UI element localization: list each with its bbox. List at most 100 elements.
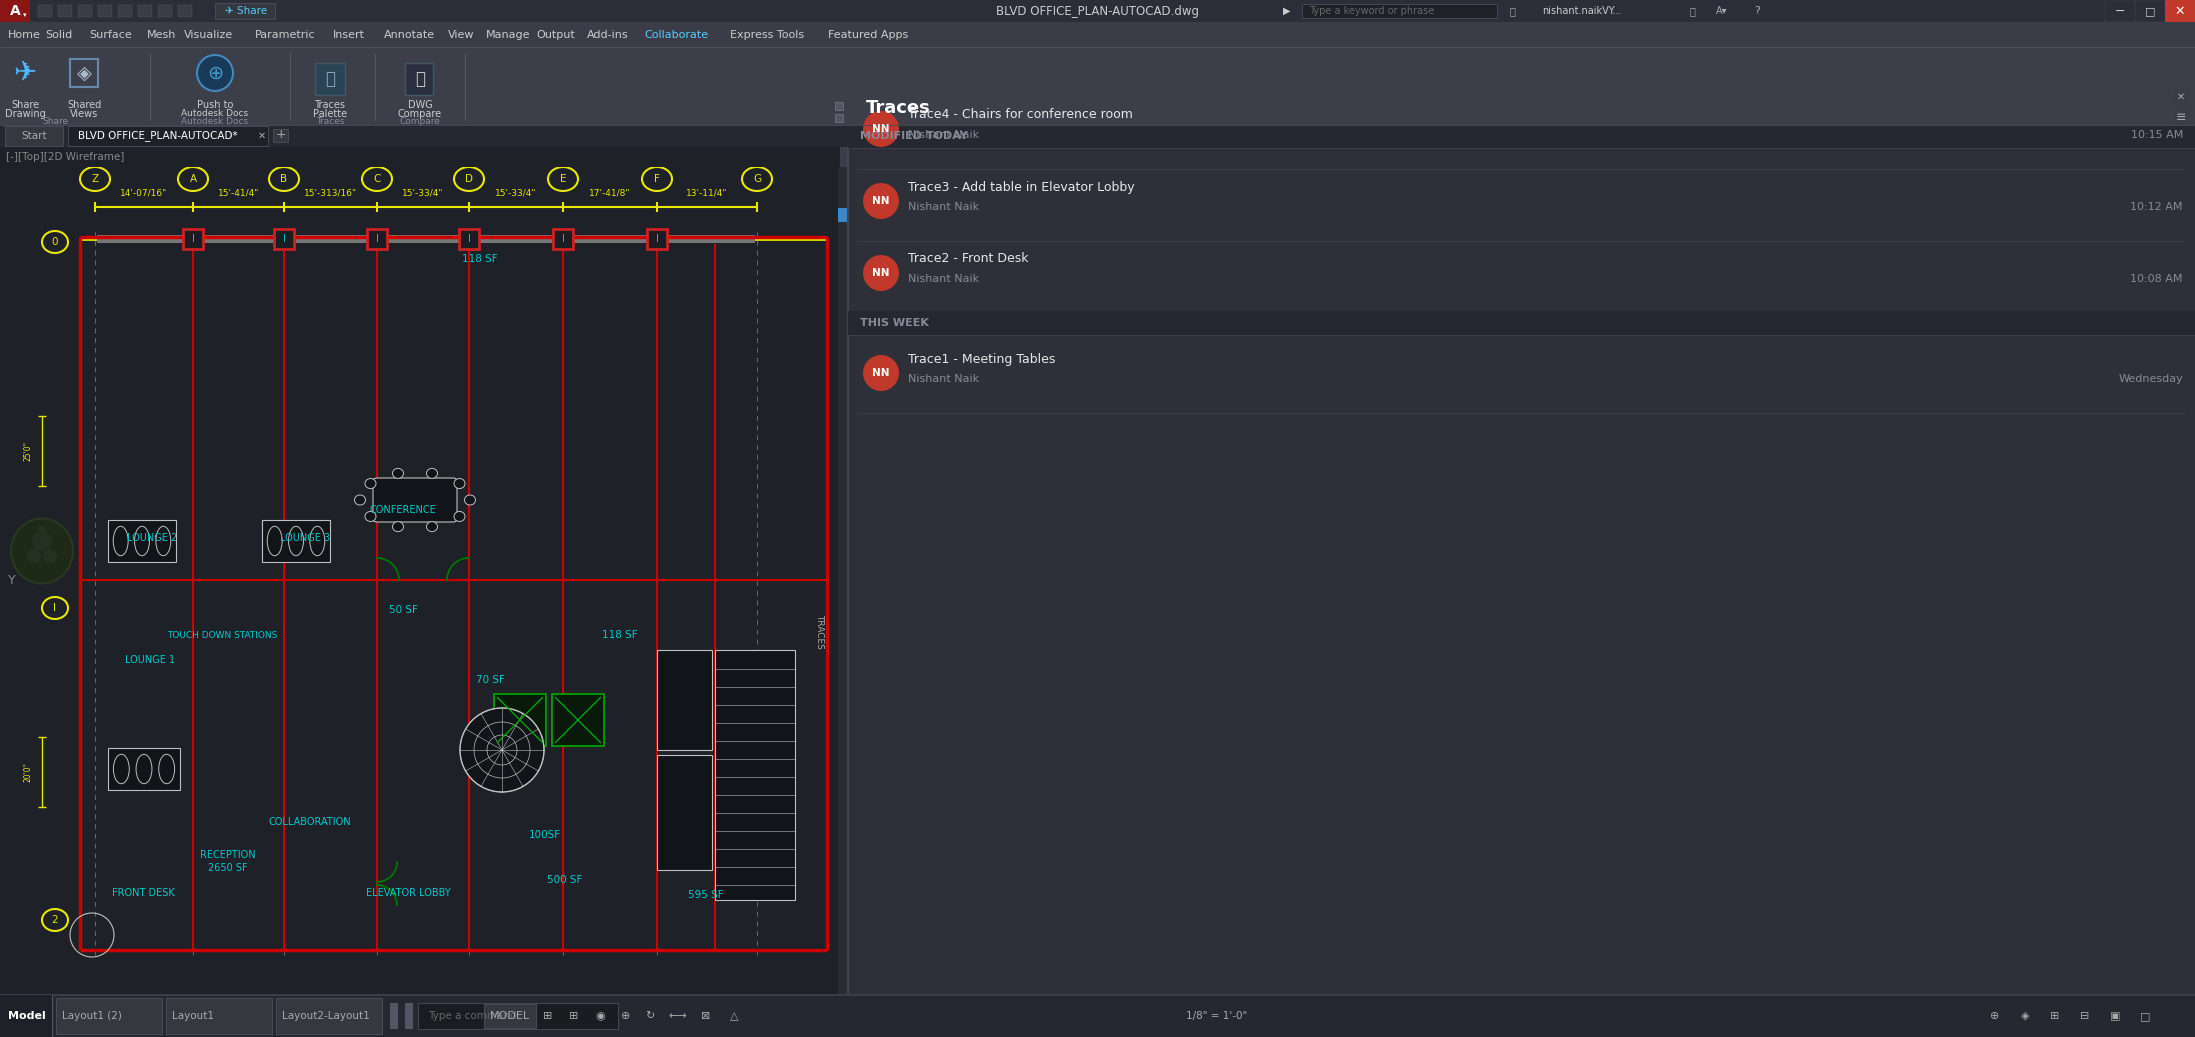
Text: ⊕: ⊕	[1991, 1011, 2000, 1021]
Ellipse shape	[42, 597, 68, 619]
Text: ✕: ✕	[2175, 4, 2186, 18]
Text: 15'-33/4": 15'-33/4"	[496, 188, 538, 197]
Text: ▣: ▣	[2109, 1011, 2120, 1021]
Text: Z: Z	[92, 174, 99, 184]
Text: Insert: Insert	[334, 30, 364, 40]
Text: Type a keyword or phrase: Type a keyword or phrase	[1308, 6, 1433, 16]
Text: E: E	[560, 174, 566, 184]
Text: Y: Y	[9, 574, 15, 588]
Text: ✈: ✈	[13, 59, 37, 87]
Polygon shape	[494, 694, 547, 746]
Text: ✕: ✕	[2177, 92, 2184, 102]
Ellipse shape	[454, 167, 485, 191]
FancyBboxPatch shape	[373, 478, 457, 522]
Text: 118 SF: 118 SF	[601, 630, 639, 640]
Text: CONFERENCE: CONFERENCE	[369, 505, 437, 515]
Circle shape	[863, 111, 900, 147]
Polygon shape	[0, 0, 31, 22]
Text: Trace1 - Meeting Tables: Trace1 - Meeting Tables	[909, 353, 1056, 365]
Text: 2: 2	[53, 915, 59, 925]
Ellipse shape	[288, 527, 303, 556]
Text: BLVD OFFICE_PLAN-AUTOCAD*: BLVD OFFICE_PLAN-AUTOCAD*	[79, 131, 237, 141]
Text: NN: NN	[871, 196, 889, 206]
Text: Output: Output	[536, 30, 575, 40]
Text: ▶: ▶	[1284, 6, 1291, 16]
Text: Annotate: Annotate	[384, 30, 435, 40]
Text: Shared: Shared	[66, 100, 101, 110]
Text: ✈ Share: ✈ Share	[224, 6, 268, 16]
Polygon shape	[99, 5, 112, 17]
Polygon shape	[551, 694, 604, 746]
Text: 1/8" = 1'-0": 1/8" = 1'-0"	[1185, 1011, 1247, 1021]
Ellipse shape	[742, 167, 773, 191]
Text: LOUNGE 3: LOUNGE 3	[281, 533, 329, 543]
Text: 25'0": 25'0"	[24, 441, 33, 461]
Polygon shape	[564, 235, 654, 243]
Ellipse shape	[426, 522, 437, 532]
Text: 595 SF: 595 SF	[689, 890, 724, 900]
Text: Drawing: Drawing	[4, 109, 46, 119]
Polygon shape	[182, 229, 202, 249]
Polygon shape	[648, 229, 667, 249]
Ellipse shape	[364, 478, 375, 488]
Text: ⊞: ⊞	[569, 1011, 579, 1021]
Text: Featured Apps: Featured Apps	[828, 30, 909, 40]
Polygon shape	[195, 235, 281, 243]
Polygon shape	[119, 5, 132, 17]
Ellipse shape	[156, 527, 171, 556]
Text: NN: NN	[871, 368, 889, 379]
Ellipse shape	[44, 549, 57, 563]
Text: [-][Top][2D Wireframe]: [-][Top][2D Wireframe]	[7, 152, 125, 162]
Polygon shape	[79, 5, 92, 17]
Text: 17'-41/8": 17'-41/8"	[588, 188, 630, 197]
Text: Solid: Solid	[46, 30, 72, 40]
Polygon shape	[0, 125, 2195, 147]
Polygon shape	[0, 994, 53, 1037]
Polygon shape	[178, 5, 191, 17]
Text: Visualize: Visualize	[184, 30, 233, 40]
Text: 13'-11/4": 13'-11/4"	[687, 188, 729, 197]
Polygon shape	[261, 520, 329, 562]
Text: I: I	[53, 602, 57, 613]
Ellipse shape	[178, 167, 209, 191]
Circle shape	[863, 255, 900, 291]
Polygon shape	[272, 129, 288, 142]
Text: 0: 0	[53, 237, 59, 247]
Text: 100SF: 100SF	[529, 830, 562, 840]
Polygon shape	[1302, 4, 1497, 18]
Polygon shape	[274, 229, 294, 249]
Text: ⊞: ⊞	[2050, 1011, 2059, 1021]
Text: View: View	[448, 30, 474, 40]
Ellipse shape	[549, 167, 577, 191]
Polygon shape	[459, 229, 479, 249]
Text: 118 SF: 118 SF	[463, 254, 498, 264]
Ellipse shape	[114, 527, 127, 556]
Ellipse shape	[79, 167, 110, 191]
Text: Nishant Naik: Nishant Naik	[909, 130, 979, 140]
Text: 🛒: 🛒	[1690, 6, 1695, 16]
Polygon shape	[406, 1003, 413, 1029]
Text: G: G	[753, 174, 762, 184]
Polygon shape	[417, 1003, 619, 1029]
Circle shape	[198, 55, 233, 91]
Polygon shape	[834, 114, 843, 122]
Polygon shape	[656, 650, 711, 750]
Text: I: I	[562, 234, 564, 244]
Polygon shape	[847, 311, 2195, 335]
Text: Push to: Push to	[198, 100, 233, 110]
Polygon shape	[70, 59, 99, 87]
Polygon shape	[215, 3, 274, 19]
Polygon shape	[847, 0, 2195, 118]
Text: Trace4 - Chairs for conference room: Trace4 - Chairs for conference room	[909, 109, 1133, 121]
Polygon shape	[391, 1003, 397, 1029]
Text: BLVD OFFICE_PLAN-AUTOCAD.dwg: BLVD OFFICE_PLAN-AUTOCAD.dwg	[997, 4, 1198, 18]
Text: I: I	[375, 234, 378, 244]
Text: 2650 SF: 2650 SF	[209, 863, 248, 873]
Polygon shape	[0, 167, 841, 994]
Polygon shape	[4, 127, 64, 146]
Text: B: B	[281, 174, 288, 184]
Ellipse shape	[356, 495, 367, 505]
Text: ◈: ◈	[77, 63, 92, 83]
Polygon shape	[2105, 0, 2136, 22]
Text: □: □	[2140, 1011, 2151, 1021]
